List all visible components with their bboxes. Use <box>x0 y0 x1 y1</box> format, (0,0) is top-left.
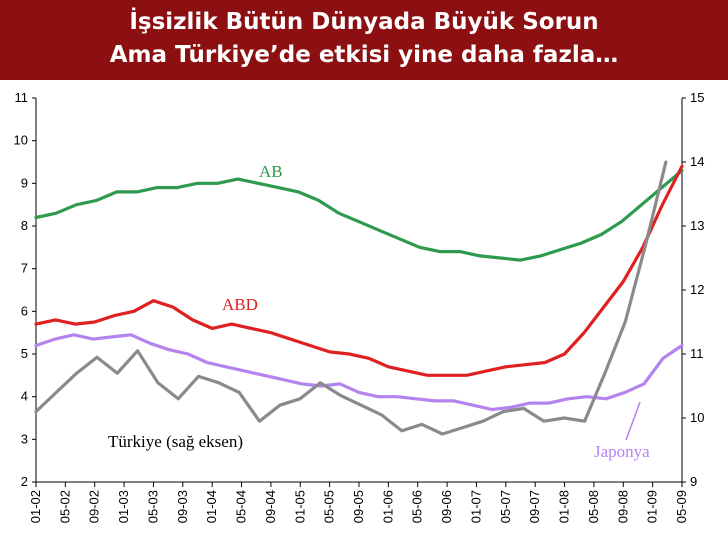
left-tick-label: 2 <box>21 474 28 489</box>
x-tick-label: 09-08 <box>615 490 630 523</box>
x-tick-label: 05-02 <box>57 490 72 523</box>
x-tick-label: 01-07 <box>468 490 483 523</box>
x-tick-label: 09-06 <box>439 490 454 523</box>
right-tick-label: 13 <box>690 218 704 233</box>
chart-lines <box>34 160 684 436</box>
right-tick-label: 15 <box>690 90 704 105</box>
right-tick-label: 11 <box>690 346 704 361</box>
x-tick-label: 05-06 <box>410 490 425 523</box>
page-subtitle: Ama Türkiye’de etkisi yine daha fazla… <box>109 42 619 68</box>
title-banner: İşsizlik Bütün Dünyada Büyük Sorun Ama T… <box>0 0 728 80</box>
left-tick-label: 9 <box>21 175 28 190</box>
annotation-ab: AB <box>259 162 283 181</box>
right-tick-label: 9 <box>690 474 697 489</box>
page-title: İşsizlik Bütün Dünyada Büyük Sorun <box>129 9 599 35</box>
annotation-abd: ABD <box>222 295 258 314</box>
x-tick-label: 09-05 <box>351 490 366 523</box>
left-tick-label: 10 <box>14 133 28 148</box>
left-tick-label: 5 <box>21 346 28 361</box>
annotation-japonya: Japonya <box>594 442 650 461</box>
x-tick-label: 01-09 <box>645 490 660 523</box>
x-tick-label: 01-05 <box>292 490 307 523</box>
x-tick-label: 05-07 <box>498 490 513 523</box>
x-tick-label: 09-02 <box>87 490 102 523</box>
right-tick-label: 14 <box>690 154 704 169</box>
right-tick-label: 10 <box>690 410 704 425</box>
chart-labels: AB ABD Türkiye (sağ eksen) Japonya <box>108 162 650 461</box>
japonya-pointer <box>625 401 641 441</box>
x-tick-label: 05-03 <box>145 490 160 523</box>
series-line-ab <box>34 168 684 262</box>
left-tick-label: 3 <box>21 431 28 446</box>
x-tick-label: 01-06 <box>380 490 395 523</box>
left-tick-label: 4 <box>21 389 28 404</box>
x-tick-label: 09-07 <box>527 490 542 523</box>
x-tick-label: 01-02 <box>28 490 43 523</box>
x-tick-label: 05-05 <box>322 490 337 523</box>
series-line-abd <box>34 164 684 377</box>
x-tick-label: 09-03 <box>175 490 190 523</box>
left-tick-label: 11 <box>15 90 29 105</box>
annotation-turkiye: Türkiye (sağ eksen) <box>108 432 243 451</box>
x-tick-label: 05-09 <box>674 490 689 523</box>
x-tick-label: 05-04 <box>234 490 249 523</box>
left-tick-label: 8 <box>21 218 28 233</box>
x-tick-label: 05-08 <box>586 490 601 523</box>
series-line-japonya <box>34 333 684 412</box>
x-tick-label: 01-08 <box>557 490 572 523</box>
right-tick-label: 12 <box>690 282 704 297</box>
chart-axes: 2 3 4 5 6 7 8 9 10 11 9 10 11 12 13 14 15 01-02 05-02 09-02… <box>14 90 705 523</box>
left-tick-label: 7 <box>21 261 28 276</box>
left-tick-label: 6 <box>21 303 28 318</box>
x-tick-label: 01-04 <box>204 490 219 523</box>
x-tick-label: 01-03 <box>116 490 131 523</box>
series-line-türkiye <box>34 160 668 436</box>
x-tick-label: 09-04 <box>263 490 278 523</box>
